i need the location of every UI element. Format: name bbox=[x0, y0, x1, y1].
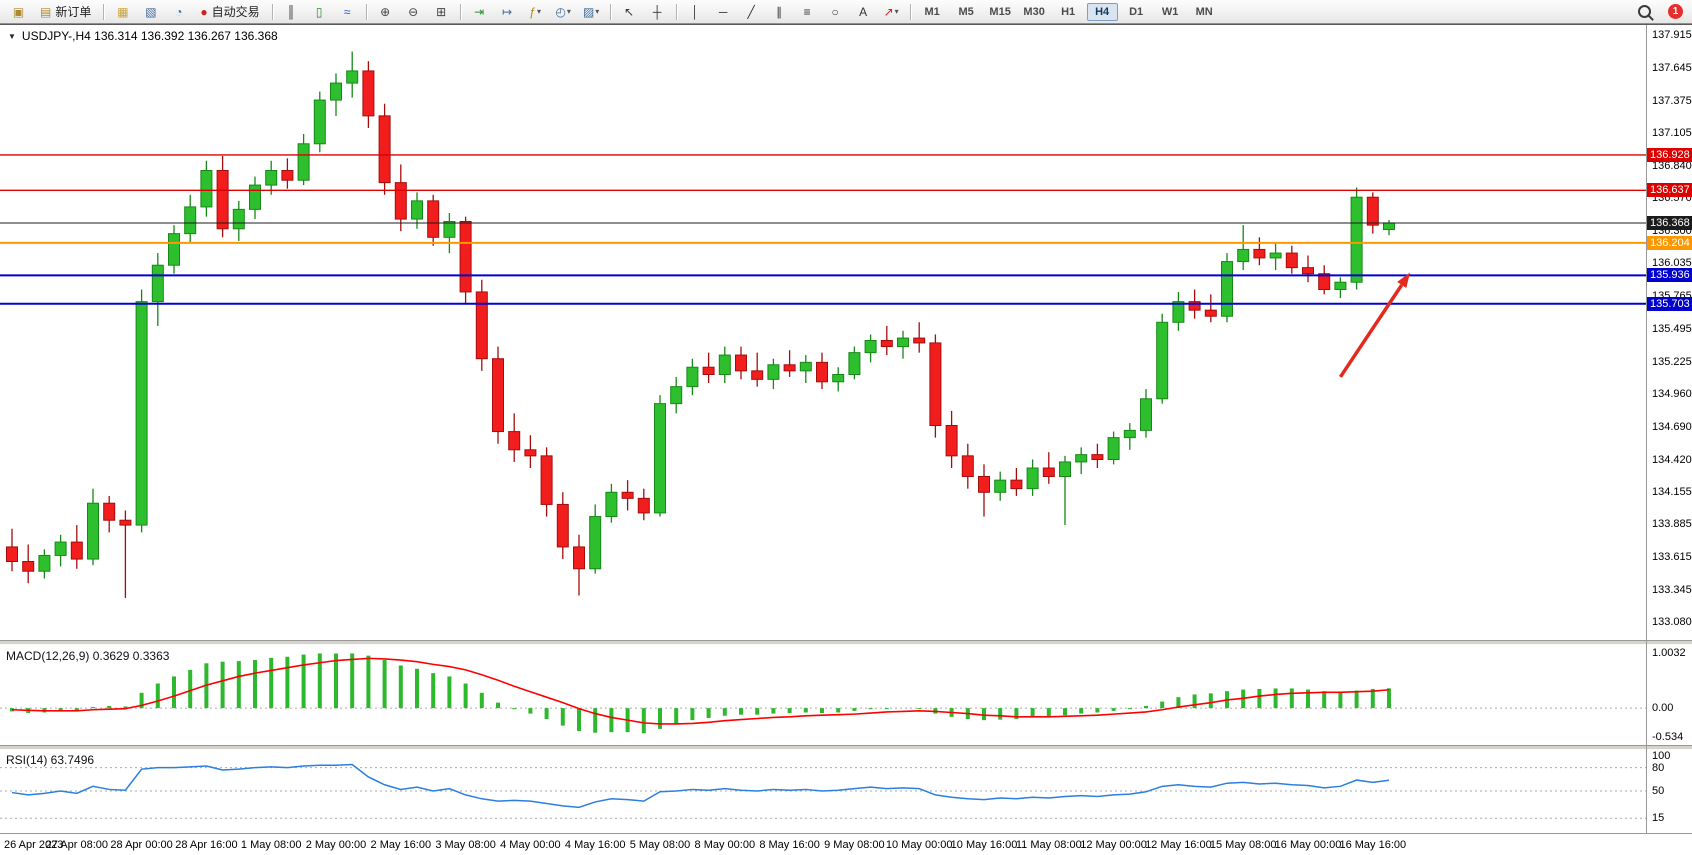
cursor-icon: ↖ bbox=[624, 4, 635, 19]
toolbar-separator bbox=[909, 3, 911, 20]
timeframe-m30[interactable]: M30 bbox=[1023, 5, 1045, 18]
templates-icon: ▨ bbox=[582, 4, 595, 19]
toolbar-separator bbox=[365, 3, 367, 20]
search-icon bbox=[1638, 5, 1651, 18]
rsi-panel bbox=[0, 763, 1646, 819]
auto-scroll-icon[interactable]: ⇥ bbox=[466, 1, 493, 22]
arrows-icon[interactable]: ↗ ▾ bbox=[878, 1, 905, 22]
cursor-icon[interactable]: ↖ bbox=[616, 1, 643, 22]
line-chart-icon[interactable]: ≈ bbox=[334, 1, 361, 22]
new-order-icon: ▤ bbox=[40, 4, 52, 19]
macd-indicator-label: MACD(12,26,9) 0.3629 0.3363 bbox=[6, 649, 170, 663]
toolbar-separator bbox=[609, 3, 611, 20]
trendline-icon[interactable]: ╱ bbox=[738, 1, 765, 22]
channel-icon: ∥ bbox=[776, 4, 783, 19]
crosshair-icon: ┼ bbox=[652, 4, 662, 19]
toolbar-items: ▣ ▤ 新订单 ▦ ▧ ◔ ● 自动交易 ║ ▯ ≈ ⊕ ⊖ ⊞ ⇥ ↦ ƒ ▾ ◴ ▾ ▨ ▾ ↖ ┼ │ ─ ╱ ∥ ≡ ○ A ↗ ▾ M1… bbox=[5, 1, 1221, 22]
profiles-icon[interactable]: ▧ bbox=[137, 1, 164, 22]
alerts-icon[interactable]: ◔ bbox=[165, 1, 192, 22]
crosshair-icon[interactable]: ┼ bbox=[644, 1, 671, 22]
vertical-line-icon[interactable]: │ bbox=[682, 1, 709, 22]
profiles-icon: ▧ bbox=[145, 4, 157, 19]
macd-panel bbox=[0, 653, 1646, 734]
candlestick-chart-icon: ▯ bbox=[315, 4, 323, 19]
new-chart-icon[interactable]: ▣ bbox=[5, 1, 32, 22]
indicators-icon: ƒ bbox=[529, 4, 536, 19]
autotrading-button[interactable]: ● 自动交易 bbox=[193, 1, 266, 22]
timeframe-w1[interactable]: W1 bbox=[1161, 5, 1179, 18]
charts-icon[interactable]: ▦ bbox=[109, 1, 136, 22]
candlesticks bbox=[6, 51, 1395, 598]
channel-icon[interactable]: ∥ bbox=[766, 1, 793, 22]
new-order-button-label: 新订单 bbox=[55, 5, 92, 19]
autotrading-icon: ● bbox=[200, 4, 208, 19]
templates-icon[interactable]: ▨ ▾ bbox=[578, 1, 605, 22]
tile-windows-icon[interactable]: ⊞ bbox=[428, 1, 455, 22]
chevron-down-icon[interactable]: ▼ bbox=[8, 31, 16, 41]
fibonacci-icon[interactable]: ≡ bbox=[794, 1, 821, 22]
zoom-in-icon[interactable]: ⊕ bbox=[372, 1, 399, 22]
charts-icon: ▦ bbox=[117, 4, 129, 19]
timeframe-m15[interactable]: M15 bbox=[989, 5, 1011, 18]
horizontal-line-icon[interactable]: ─ bbox=[710, 1, 737, 22]
indicators-icon[interactable]: ƒ ▾ bbox=[522, 1, 549, 22]
tile-windows-icon: ⊞ bbox=[436, 4, 447, 19]
timeframe-m1[interactable]: M1 bbox=[924, 5, 940, 18]
notification-badge[interactable]: 1 bbox=[1668, 4, 1683, 19]
toolbar-separator bbox=[271, 3, 273, 20]
periods-icon[interactable]: ◴ ▾ bbox=[550, 1, 577, 22]
chevron-down-icon: ▾ bbox=[595, 7, 600, 16]
horizontal-line-icon: ─ bbox=[718, 4, 728, 19]
rsi-indicator-label: RSI(14) 63.7496 bbox=[6, 753, 95, 767]
bar-chart-icon: ║ bbox=[286, 4, 296, 19]
shapes-icon: ○ bbox=[831, 4, 839, 19]
auto-scroll-icon: ⇥ bbox=[474, 4, 485, 19]
vertical-line-icon: │ bbox=[691, 4, 699, 19]
alerts-icon: ◔ bbox=[175, 4, 183, 19]
periods-icon: ◴ bbox=[555, 4, 566, 19]
fibonacci-icon: ≡ bbox=[803, 4, 811, 19]
arrows-icon: ↗ bbox=[883, 4, 894, 19]
timeframe-d1[interactable]: D1 bbox=[1129, 5, 1144, 18]
timeframe-h4[interactable]: H4 bbox=[1086, 2, 1118, 21]
candlestick-chart-icon[interactable]: ▯ bbox=[306, 1, 333, 22]
chart-shift-icon[interactable]: ↦ bbox=[494, 1, 521, 22]
zoom-in-icon: ⊕ bbox=[380, 4, 391, 19]
trend-arrow-annotation[interactable] bbox=[1338, 272, 1411, 378]
chevron-down-icon: ▾ bbox=[894, 7, 899, 16]
text-icon[interactable]: A bbox=[850, 1, 877, 22]
toolbar-separator bbox=[675, 3, 677, 20]
zoom-out-icon[interactable]: ⊖ bbox=[400, 1, 427, 22]
line-chart-icon: ≈ bbox=[343, 4, 351, 19]
text-icon: A bbox=[859, 4, 868, 19]
zoom-out-icon: ⊖ bbox=[408, 4, 419, 19]
shapes-icon[interactable]: ○ bbox=[822, 1, 849, 22]
macd-signal-line bbox=[11, 657, 1390, 725]
rsi-line bbox=[11, 763, 1390, 809]
chevron-down-icon: ▾ bbox=[536, 7, 541, 16]
bar-chart-icon[interactable]: ║ bbox=[278, 1, 305, 22]
chart-shift-icon: ↦ bbox=[502, 4, 513, 19]
new-order-button[interactable]: ▤ 新订单 bbox=[33, 1, 98, 22]
timeframe-mn[interactable]: MN bbox=[1195, 5, 1213, 18]
chart-title-text: USDJPY-,H4 136.314 136.392 136.267 136.3… bbox=[21, 29, 278, 43]
toolbar-right: 1 bbox=[1631, 1, 1687, 22]
toolbar: ▣ ▤ 新订单 ▦ ▧ ◔ ● 自动交易 ║ ▯ ≈ ⊕ ⊖ ⊞ ⇥ ↦ ƒ ▾ ◴ ▾ ▨ ▾ ↖ ┼ │ ─ ╱ ∥ ≡ ○ A ↗ ▾ M1… bbox=[0, 0, 1692, 24]
timeframe-m5[interactable]: M5 bbox=[958, 5, 974, 18]
chart-symbol-title: ▼ USDJPY-,H4 136.314 136.392 136.267 136… bbox=[8, 29, 278, 43]
new-chart-icon: ▣ bbox=[12, 4, 25, 19]
chevron-down-icon: ▾ bbox=[566, 7, 571, 16]
toolbar-separator bbox=[103, 3, 105, 20]
toolbar-separator bbox=[459, 3, 461, 20]
timeframe-h1[interactable]: H1 bbox=[1061, 5, 1076, 18]
search-button[interactable] bbox=[1631, 1, 1658, 22]
trendline-icon: ╱ bbox=[747, 4, 755, 19]
autotrading-button-label: 自动交易 bbox=[211, 5, 260, 19]
